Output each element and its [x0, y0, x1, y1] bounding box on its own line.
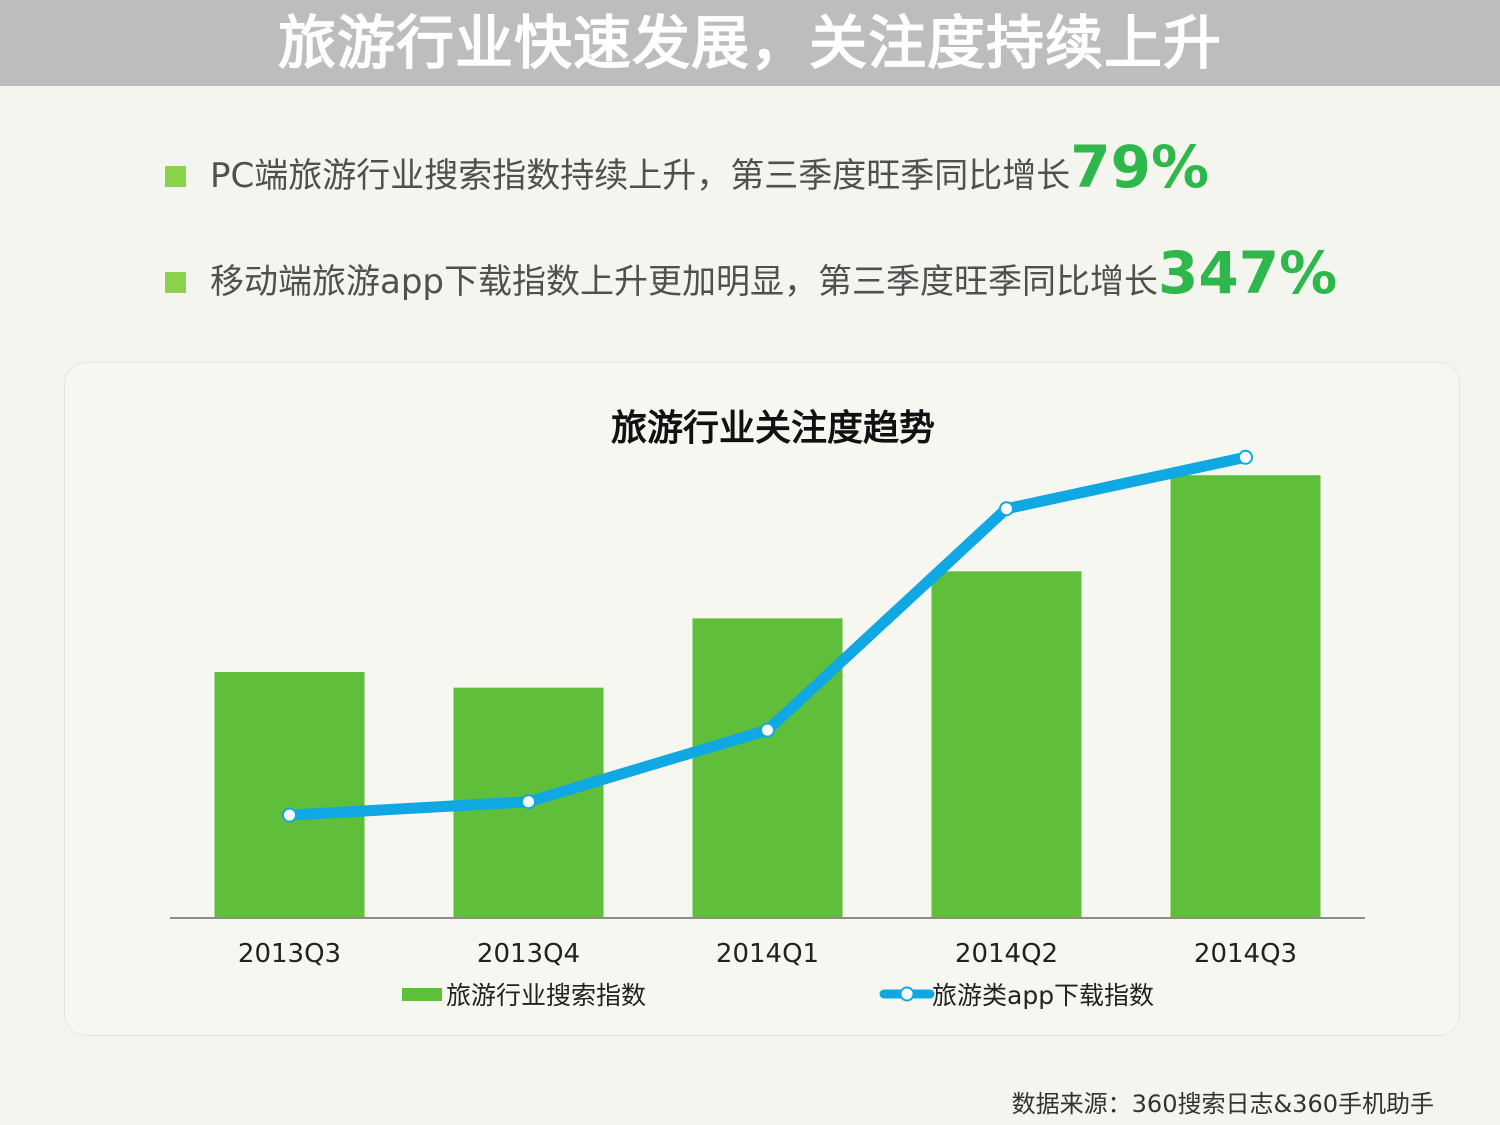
bar-2014Q1: [692, 618, 843, 918]
x-tick-label: 2013Q4: [477, 939, 580, 969]
bar-2013Q3: [214, 672, 365, 918]
x-tick-labels: 2013Q3 2013Q4 2014Q1 2014Q2 2014Q3: [238, 939, 1297, 969]
chart-title: 旅游行业关注度趋势: [611, 408, 935, 449]
x-tick-label: 2013Q3: [238, 939, 341, 969]
bullet-item-pc: PC端旅游行业搜索指数持续上升，第三季度旺季同比增长 79%: [165, 128, 1209, 198]
bullet-square-icon: [165, 272, 186, 293]
line-point-2014Q3: [1238, 449, 1253, 465]
legend-line-label: 旅游类app下载指数: [932, 981, 1154, 1010]
bullet-item-mobile: 移动端旅游app下载指数上升更加明显，第三季度旺季同比增长 347%: [165, 234, 1337, 304]
bullet-text: PC端旅游行业搜索指数持续上升，第三季度旺季同比增长: [210, 156, 1071, 196]
bar-2014Q2: [931, 571, 1082, 918]
legend: 旅游行业搜索指数 旅游类app下载指数: [402, 981, 1154, 1010]
line-series: [282, 449, 1253, 823]
line-point-2014Q1: [760, 722, 775, 738]
legend-line-marker: [899, 986, 915, 1002]
bullet-highlight: 347%: [1158, 239, 1338, 307]
bar-group: [214, 475, 1321, 918]
bar-2014Q3: [1170, 475, 1321, 918]
header-banner: [0, 0, 1500, 86]
bullet-highlight: 79%: [1070, 133, 1210, 201]
data-source: 数据来源：360搜索日志&360手机助手: [1011, 1090, 1434, 1118]
legend-bar-swatch: [402, 988, 442, 1001]
line-point-2014Q2: [999, 501, 1014, 517]
bullet-text: 移动端旅游app下载指数上升更加明显，第三季度旺季同比增长: [210, 262, 1158, 302]
page-title: 旅游行业快速发展，关注度持续上升: [277, 9, 1222, 77]
bullet-square-icon: [165, 166, 186, 187]
line-point-2013Q3: [282, 807, 297, 823]
x-tick-label: 2014Q1: [716, 939, 819, 969]
line-point-2013Q4: [521, 794, 536, 810]
x-tick-label: 2014Q3: [1194, 939, 1297, 969]
x-tick-label: 2014Q2: [955, 939, 1058, 969]
legend-bar-label: 旅游行业搜索指数: [446, 981, 646, 1010]
